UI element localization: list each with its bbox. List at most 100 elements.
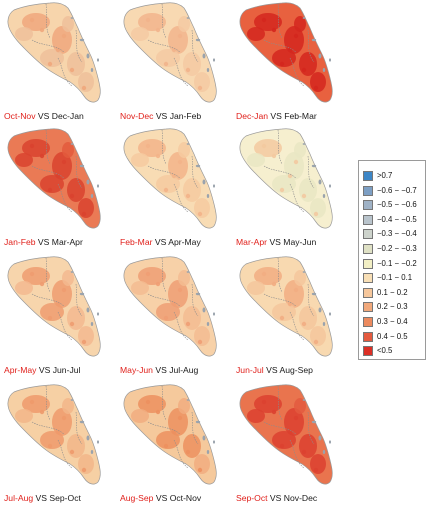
- island: [213, 440, 215, 444]
- value-dot: [69, 67, 75, 73]
- value-patch: [310, 198, 326, 218]
- map-panel: Mar-Apr VS May-Jun: [234, 126, 346, 252]
- value-dot: [261, 17, 267, 23]
- value-dot: [47, 443, 53, 449]
- peninsula-map: [123, 256, 217, 357]
- coastline: [7, 256, 101, 357]
- value-dot: [47, 315, 53, 321]
- period-b-label: Aug-Sep: [279, 365, 313, 375]
- value-patch: [40, 431, 64, 449]
- value-dot: [69, 449, 75, 455]
- period-a-label: Oct-Nov: [4, 111, 36, 121]
- value-patch: [67, 52, 85, 76]
- island: [70, 17, 74, 19]
- island: [322, 450, 326, 454]
- period-b-label: Mar-Apr: [51, 237, 83, 247]
- value-patch: [156, 49, 180, 67]
- legend-item: −0.4 − −0.5: [363, 213, 425, 227]
- value-patch: [52, 408, 72, 436]
- island: [79, 164, 85, 168]
- value-patch: [131, 281, 149, 295]
- value-patch: [247, 409, 265, 423]
- island: [322, 194, 326, 198]
- value-patch: [294, 398, 306, 414]
- value-patch: [284, 408, 304, 436]
- panel-caption: Nov-Dec VS Jan-Feb: [120, 111, 201, 121]
- value-dot: [47, 187, 53, 193]
- peninsula-map: [123, 384, 217, 485]
- map-panel: Jan-Feb VS Mar-Apr: [2, 126, 114, 252]
- island: [318, 307, 322, 313]
- value-patch: [310, 454, 326, 474]
- value-patch: [52, 152, 72, 180]
- period-b-label: Dec-Jan: [51, 111, 84, 121]
- map-panel: Dec-Jan VS Feb-Mar: [234, 0, 346, 126]
- legend-label: −0.1 − 0.1: [377, 273, 413, 283]
- value-dot: [279, 315, 285, 321]
- period-a-label: Mar-Apr: [236, 237, 268, 247]
- island: [202, 435, 206, 441]
- legend-swatch: [363, 229, 373, 240]
- legend-swatch: [363, 258, 373, 269]
- island: [318, 53, 322, 59]
- value-dot: [197, 467, 203, 473]
- value-dot: [301, 321, 307, 327]
- panel-caption: Sep-Oct VS Nov-Dec: [236, 493, 317, 503]
- island: [195, 292, 201, 296]
- peninsula-map: [239, 384, 333, 485]
- value-dot: [163, 315, 169, 321]
- value-dot: [155, 153, 161, 159]
- value-patch: [284, 152, 304, 180]
- value-patch: [15, 27, 33, 41]
- legend-item: −0.6 − −0.7: [363, 184, 425, 198]
- peninsula-map: [239, 256, 333, 357]
- coastline: [239, 256, 333, 357]
- island: [213, 58, 215, 62]
- island: [186, 399, 190, 401]
- island: [97, 184, 99, 188]
- value-dot: [301, 449, 307, 455]
- value-dot: [155, 409, 161, 415]
- value-patch: [294, 270, 306, 286]
- value-dot: [61, 415, 67, 421]
- value-dot: [55, 429, 61, 435]
- legend-label: −0.5 − −0.6: [377, 200, 417, 210]
- value-dot: [145, 271, 151, 277]
- period-b-label: Jan-Feb: [169, 111, 202, 121]
- value-dot: [163, 443, 169, 449]
- panel-caption: Oct-Nov VS Dec-Jan: [4, 111, 84, 121]
- value-patch: [254, 13, 282, 31]
- period-b-label: Sep-Oct: [49, 493, 81, 503]
- vs-label: VS: [155, 365, 167, 375]
- value-patch: [178, 398, 190, 414]
- value-dot: [279, 187, 285, 193]
- peninsula-map: [7, 128, 101, 229]
- period-b-label: Nov-Dec: [283, 493, 318, 503]
- map-panel: Oct-Nov VS Dec-Jan: [2, 0, 114, 126]
- legend-item: <0.5: [363, 344, 425, 358]
- period-b-label: Jun-Jul: [52, 365, 81, 375]
- value-dot: [163, 187, 169, 193]
- island: [206, 322, 210, 326]
- value-dot: [163, 61, 169, 67]
- panel-caption: Jul-Aug VS Sep-Oct: [4, 493, 81, 503]
- value-patch: [194, 72, 210, 92]
- value-dot: [185, 449, 191, 455]
- value-dot: [301, 193, 307, 199]
- vs-label: VS: [155, 493, 168, 503]
- value-dot: [197, 85, 203, 91]
- value-patch: [183, 52, 201, 76]
- island: [79, 420, 85, 424]
- island: [311, 38, 317, 42]
- legend-item: 0.1 − 0.2: [363, 286, 425, 300]
- island: [79, 38, 85, 42]
- island: [322, 68, 326, 72]
- value-dot: [55, 47, 61, 53]
- island: [329, 440, 331, 444]
- legend-label: 0.4 − 0.5: [377, 331, 408, 341]
- value-dot: [39, 27, 45, 33]
- value-patch: [178, 270, 190, 286]
- value-patch: [40, 49, 64, 67]
- value-patch: [272, 303, 296, 321]
- island: [70, 143, 74, 145]
